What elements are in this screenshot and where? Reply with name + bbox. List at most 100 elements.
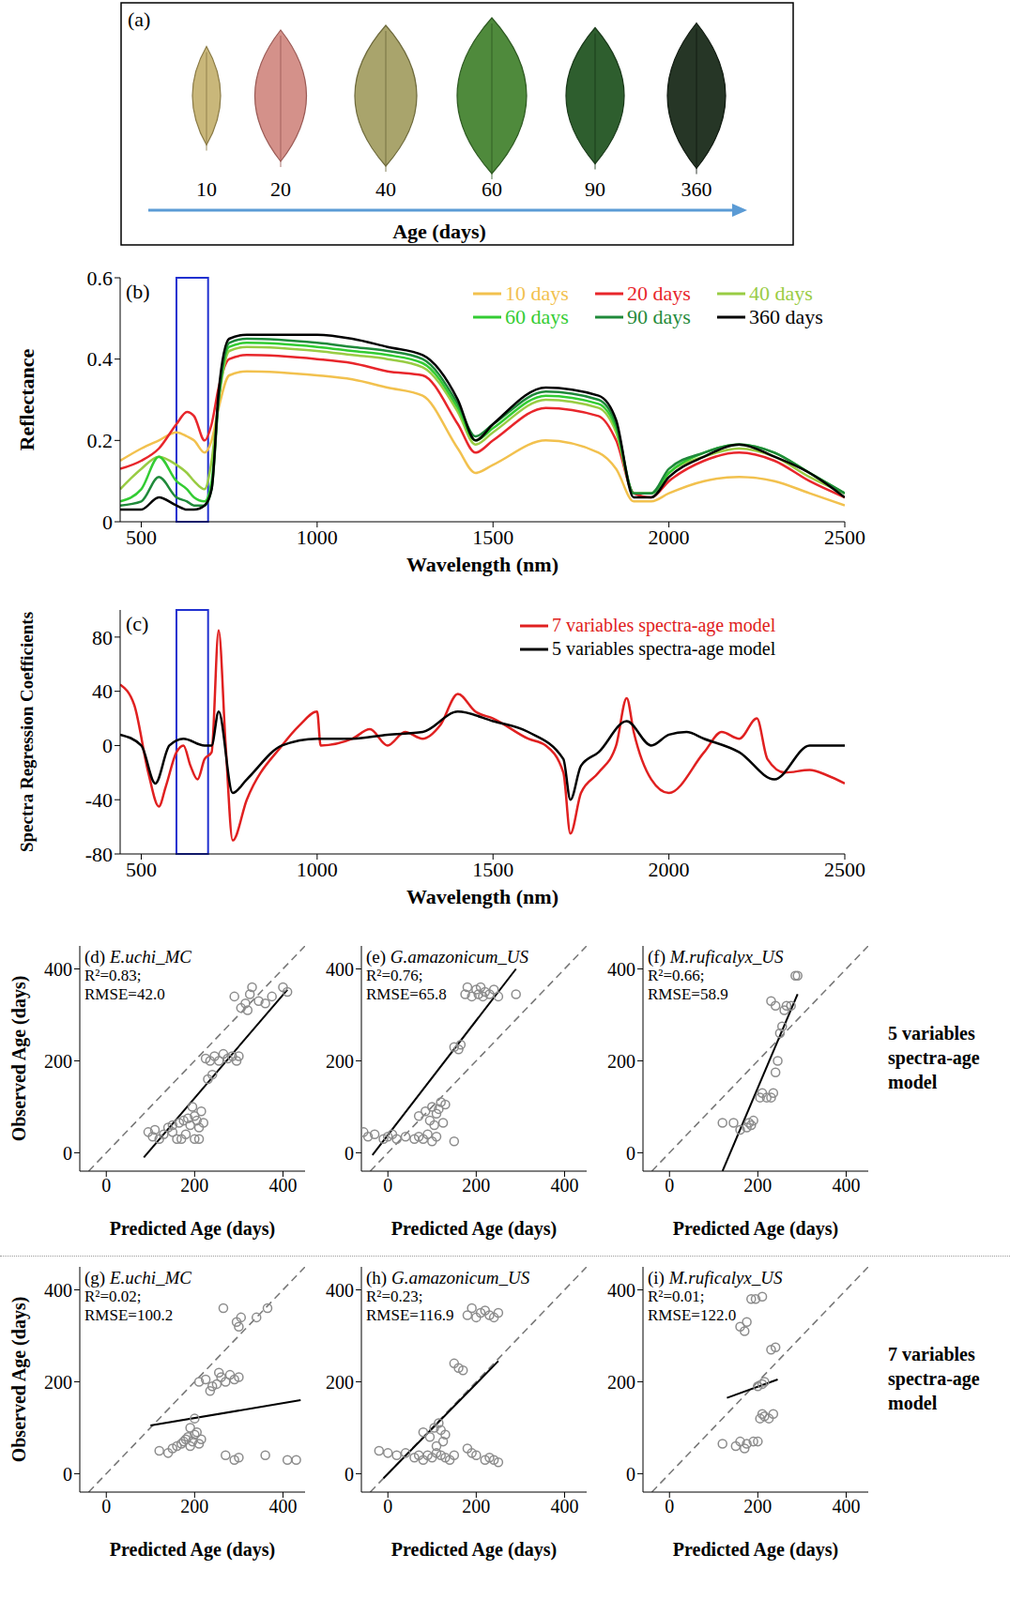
html-text:60 days: 60 days	[505, 304, 569, 329]
svg-text:2000: 2000	[648, 857, 690, 882]
html-text:R²=0.02;: R²=0.02;	[84, 1287, 142, 1306]
svg-text:200: 200	[325, 1051, 354, 1072]
svg-text:Predicted Age (days): Predicted Age (days)	[673, 1539, 839, 1561]
html-text:(h) G.amazonicum_US: (h) G.amazonicum_US	[366, 1268, 530, 1288]
svg-text:-40: -40	[85, 788, 113, 812]
svg-text:200: 200	[325, 1372, 354, 1393]
html-text:RMSE=58.9: RMSE=58.9	[647, 985, 729, 1004]
svg-text:500: 500	[125, 525, 157, 550]
html-text:(e) G.amazonicum_US: (e) G.amazonicum_US	[366, 947, 529, 967]
svg-text:Predicted Age (days): Predicted Age (days)	[109, 1539, 276, 1561]
svg-text:0: 0	[62, 1464, 73, 1485]
html-text:(g) E.uchi_MC: (g) E.uchi_MC	[84, 1268, 192, 1288]
svg-text:Observed Age (days): Observed Age (days)	[8, 1297, 31, 1464]
svg-text:400: 400	[607, 1280, 636, 1301]
svg-text:Predicted Age (days): Predicted Age (days)	[391, 1218, 557, 1240]
html-text:(b): (b)	[125, 279, 150, 304]
html-text:5 variables spectra-age model: 5 variables spectra-age model	[887, 1023, 980, 1093]
svg-text:0.4: 0.4	[87, 347, 114, 371]
svg-text:200: 200	[44, 1051, 73, 1072]
svg-text:0: 0	[101, 1496, 111, 1517]
html-text:(c): (c)	[125, 612, 149, 636]
svg-text:0: 0	[102, 734, 113, 758]
html-text:5 variables spectra-age model: 5 variables spectra-age model	[551, 638, 776, 659]
svg-text:400: 400	[325, 1280, 354, 1301]
svg-text:400: 400	[44, 959, 73, 980]
html-text:(i) M.ruficalyx_US: (i) M.ruficalyx_US	[647, 1268, 783, 1288]
html-text:R²=0.76;: R²=0.76;	[366, 966, 423, 985]
html-text:90 days: 90 days	[627, 304, 691, 329]
svg-text:0: 0	[664, 1496, 674, 1517]
svg-text:0: 0	[344, 1464, 354, 1485]
svg-text:2000: 2000	[648, 525, 690, 550]
html-text:20 days: 20 days	[627, 281, 691, 305]
html-text:(a): (a)	[127, 7, 151, 31]
svg-text:200: 200	[743, 1175, 772, 1196]
svg-text:360: 360	[681, 177, 713, 201]
svg-text:0: 0	[101, 1175, 111, 1196]
svg-text:400: 400	[325, 959, 354, 980]
svg-text:Wavelength (nm): Wavelength (nm)	[406, 552, 559, 577]
html-text:(d) E.uchi_MC: (d) E.uchi_MC	[84, 947, 192, 967]
svg-text:Predicted Age (days): Predicted Age (days)	[673, 1218, 839, 1240]
svg-text:90: 90	[584, 177, 606, 201]
svg-text:0.2: 0.2	[87, 428, 114, 453]
svg-text:400: 400	[44, 1280, 73, 1301]
html-text:R²=0.66;: R²=0.66;	[647, 966, 705, 985]
svg-text:2500: 2500	[824, 857, 866, 882]
html-text:40 days: 40 days	[749, 281, 813, 305]
svg-text:1500: 1500	[472, 525, 514, 550]
svg-text:400: 400	[268, 1175, 297, 1196]
svg-text:200: 200	[461, 1496, 490, 1517]
html-text:(f) M.ruficalyx_US: (f) M.ruficalyx_US	[647, 947, 784, 967]
svg-text:500: 500	[125, 857, 157, 882]
svg-text:0: 0	[626, 1143, 636, 1164]
svg-text:0: 0	[382, 1175, 393, 1196]
svg-text:0: 0	[382, 1496, 393, 1517]
svg-text:400: 400	[831, 1496, 860, 1517]
svg-text:10: 10	[196, 177, 217, 201]
svg-text:200: 200	[180, 1175, 209, 1196]
svg-text:200: 200	[180, 1496, 209, 1517]
svg-text:Reflectance: Reflectance	[15, 348, 39, 451]
svg-text:1000: 1000	[296, 525, 338, 550]
html-text:7 variables spectra-age model: 7 variables spectra-age model	[887, 1344, 980, 1414]
svg-text:2500: 2500	[824, 525, 866, 550]
svg-text:1000: 1000	[296, 857, 338, 882]
svg-text:200: 200	[44, 1372, 73, 1393]
svg-text:0: 0	[344, 1143, 354, 1164]
svg-text:400: 400	[550, 1175, 579, 1196]
svg-text:Observed Age (days): Observed Age (days)	[8, 976, 31, 1143]
svg-text:Wavelength (nm): Wavelength (nm)	[406, 885, 559, 909]
svg-text:0: 0	[102, 510, 113, 535]
svg-text:Spectra Regression Coefficient: Spectra Regression Coefficients	[16, 612, 37, 853]
svg-text:0.6: 0.6	[87, 266, 114, 291]
svg-text:60: 60	[481, 177, 503, 201]
svg-text:Predicted Age (days): Predicted Age (days)	[391, 1539, 557, 1561]
svg-text:40: 40	[375, 177, 397, 201]
html-text:RMSE=42.0: RMSE=42.0	[84, 985, 165, 1004]
svg-text:0: 0	[664, 1175, 674, 1196]
svg-text:200: 200	[607, 1051, 636, 1072]
html-text:360 days: 360 days	[749, 304, 824, 329]
svg-text:20: 20	[270, 177, 291, 201]
svg-text:400: 400	[607, 959, 636, 980]
svg-text:Age (days): Age (days)	[392, 219, 487, 244]
svg-text:Predicted Age (days): Predicted Age (days)	[109, 1218, 276, 1240]
html-text:10 days: 10 days	[505, 281, 569, 305]
svg-text:400: 400	[550, 1496, 579, 1517]
svg-text:0: 0	[626, 1464, 636, 1485]
svg-text:200: 200	[461, 1175, 490, 1196]
svg-text:400: 400	[268, 1496, 297, 1517]
html-text:RMSE=65.8: RMSE=65.8	[366, 985, 447, 1004]
html-text:7 variables spectra-age model: 7 variables spectra-age model	[551, 614, 776, 636]
svg-text:80: 80	[91, 626, 113, 650]
svg-text:200: 200	[743, 1496, 772, 1517]
svg-text:1500: 1500	[472, 857, 514, 882]
html-text:R²=0.83;: R²=0.83;	[84, 966, 142, 985]
svg-text:0: 0	[62, 1143, 73, 1164]
svg-text:40: 40	[91, 679, 113, 704]
svg-text:-80: -80	[85, 842, 113, 867]
svg-text:400: 400	[831, 1175, 860, 1196]
svg-text:200: 200	[607, 1372, 636, 1393]
